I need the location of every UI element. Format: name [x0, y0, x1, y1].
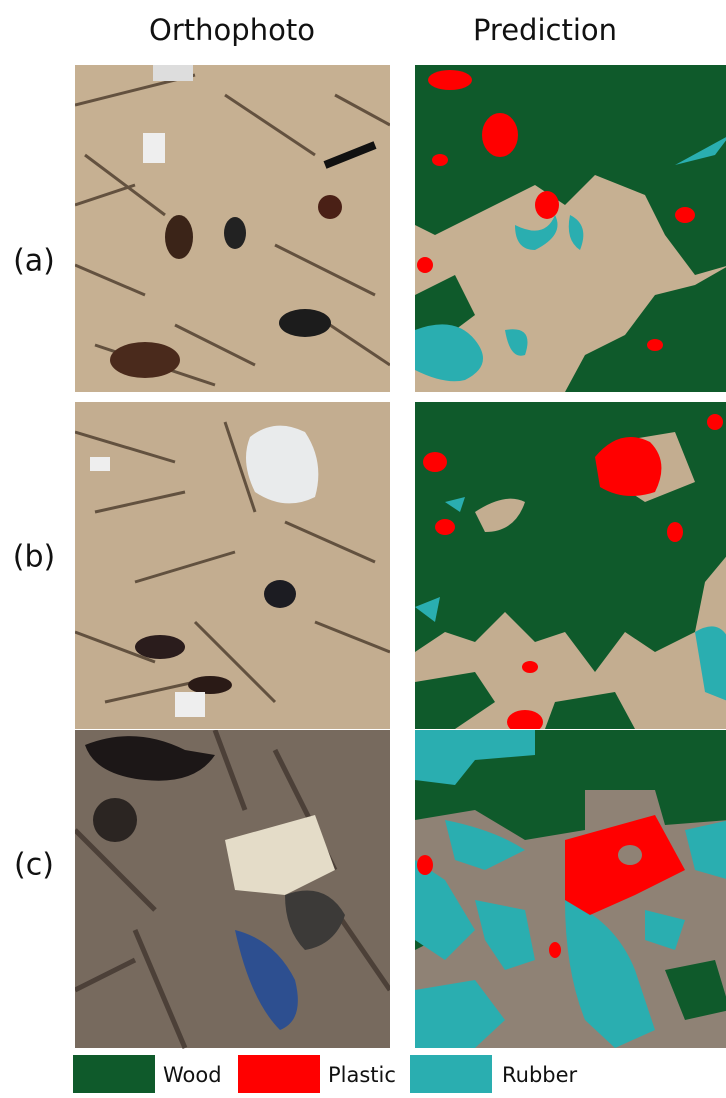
plastic-region [423, 452, 447, 472]
orthophoto [75, 730, 390, 1048]
plastic-region [432, 154, 448, 166]
figure: Orthophoto Prediction (a) (b) (c) [0, 0, 726, 1098]
prediction-map [415, 402, 726, 734]
prediction-map [415, 65, 726, 392]
legend-swatch [238, 1055, 320, 1093]
plastic-region [707, 414, 723, 430]
row-label: (c) [14, 848, 54, 883]
column-header: Prediction [473, 13, 617, 47]
legend-swatch [410, 1055, 492, 1093]
orthophoto [75, 402, 390, 729]
orthophoto [75, 65, 390, 392]
plastic-region [482, 113, 518, 157]
row-label: (a) [13, 244, 55, 279]
plastic-region [549, 942, 561, 958]
plastic-region [535, 191, 559, 219]
prediction-map [415, 730, 726, 1048]
legend-swatch [73, 1055, 155, 1093]
plastic-region [417, 855, 433, 875]
plastic-region [647, 339, 663, 351]
plastic-region [435, 519, 455, 535]
plastic-region [417, 257, 433, 273]
legend-label: Wood [163, 1063, 222, 1087]
plastic-region [522, 661, 538, 673]
legend-label: Plastic [328, 1063, 396, 1087]
row-label: (b) [13, 540, 55, 575]
plastic-region [428, 70, 472, 90]
plastic-region [667, 522, 683, 542]
column-header: Orthophoto [149, 13, 315, 47]
legend-label: Rubber [502, 1063, 578, 1087]
plastic-region [675, 207, 695, 223]
